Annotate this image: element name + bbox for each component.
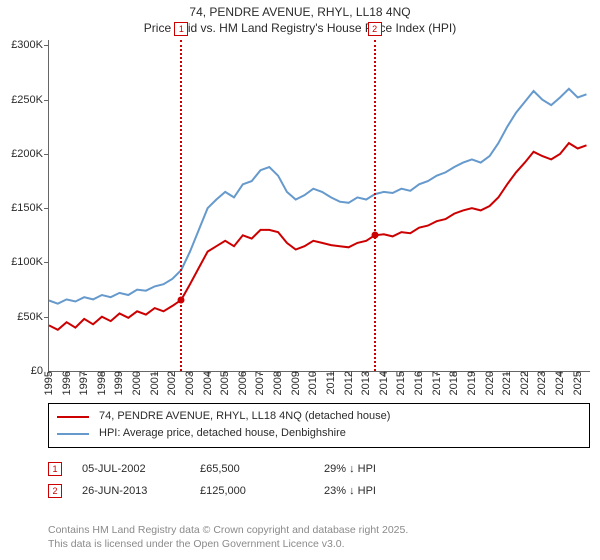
sale-marker-2: 2 (48, 484, 62, 498)
sale-pct: 23% ↓ HPI (324, 485, 444, 497)
sale-date: 05-JUL-2002 (66, 463, 196, 475)
legend-row-price: 74, PENDRE AVENUE, RHYL, LL18 4NQ (detac… (57, 408, 581, 426)
sale-marker: 1 (174, 22, 188, 36)
sale-dot (178, 296, 185, 303)
x-axis-label: 2006 (237, 371, 249, 399)
legend-label-price: 74, PENDRE AVENUE, RHYL, LL18 4NQ (detac… (99, 408, 390, 426)
x-axis-label: 2000 (131, 371, 143, 399)
sale-row: 2 26-JUN-2013 £125,000 23% ↓ HPI (48, 484, 590, 498)
sale-marker: 2 (368, 22, 382, 36)
x-axis-label: 1997 (78, 371, 90, 399)
x-axis-label: 2011 (325, 371, 337, 399)
x-axis-label: 2004 (202, 371, 214, 399)
sale-row: 1 05-JUL-2002 £65,500 29% ↓ HPI (48, 462, 590, 476)
x-axis-label: 2009 (290, 371, 302, 399)
x-axis-label: 2002 (166, 371, 178, 399)
x-axis-label: 2015 (395, 371, 407, 399)
sale-date: 26-JUN-2013 (66, 485, 196, 497)
legend-swatch-price (57, 416, 89, 418)
sale-price: £125,000 (200, 485, 320, 497)
sale-vline (374, 40, 376, 371)
footer-line1: Contains HM Land Registry data © Crown c… (48, 523, 590, 538)
x-axis-label: 2003 (184, 371, 196, 399)
x-axis-label: 2001 (149, 371, 161, 399)
x-axis-label: 2025 (572, 371, 584, 399)
chart-title: 74, PENDRE AVENUE, RHYL, LL18 4NQ Price … (0, 0, 600, 36)
x-axis-label: 2008 (272, 371, 284, 399)
x-axis-label: 2012 (343, 371, 355, 399)
x-axis-label: 2022 (519, 371, 531, 399)
sale-vline (180, 40, 182, 371)
legend-swatch-hpi (57, 433, 89, 435)
footer-attribution: Contains HM Land Registry data © Crown c… (48, 523, 590, 552)
x-axis-label: 2020 (484, 371, 496, 399)
x-axis-label: 2024 (554, 371, 566, 399)
legend: 74, PENDRE AVENUE, RHYL, LL18 4NQ (detac… (48, 403, 590, 448)
series-line-hpi (49, 89, 587, 304)
x-axis-label: 2021 (501, 371, 513, 399)
legend-label-hpi: HPI: Average price, detached house, Denb… (99, 425, 346, 443)
title-line1: 74, PENDRE AVENUE, RHYL, LL18 4NQ (0, 4, 600, 20)
sale-dot (371, 232, 378, 239)
x-axis-label: 2017 (431, 371, 443, 399)
legend-row-hpi: HPI: Average price, detached house, Denb… (57, 425, 581, 443)
sale-marker-1: 1 (48, 462, 62, 476)
chart-plot-area: £0£50K£100K£150K£200K£250K£300K199519961… (48, 40, 590, 372)
x-axis-label: 2007 (254, 371, 266, 399)
x-axis-label: 2010 (307, 371, 319, 399)
x-axis-label: 2005 (219, 371, 231, 399)
footer-line2: This data is licensed under the Open Gov… (48, 537, 590, 552)
series-line-price_paid (49, 143, 587, 330)
sale-events: 1 05-JUL-2002 £65,500 29% ↓ HPI 2 26-JUN… (48, 462, 590, 506)
x-axis-label: 2018 (448, 371, 460, 399)
x-axis-label: 2023 (536, 371, 548, 399)
sale-price: £65,500 (200, 463, 320, 475)
x-axis-label: 2019 (466, 371, 478, 399)
x-axis-label: 1995 (43, 371, 55, 399)
chart-svg (49, 40, 590, 371)
title-line2: Price paid vs. HM Land Registry's House … (0, 20, 600, 36)
x-axis-label: 2013 (360, 371, 372, 399)
x-axis-label: 2014 (378, 371, 390, 399)
x-axis-label: 1996 (61, 371, 73, 399)
x-axis-label: 1999 (113, 371, 125, 399)
x-axis-label: 2016 (413, 371, 425, 399)
sale-pct: 29% ↓ HPI (324, 463, 444, 475)
x-axis-label: 1998 (96, 371, 108, 399)
